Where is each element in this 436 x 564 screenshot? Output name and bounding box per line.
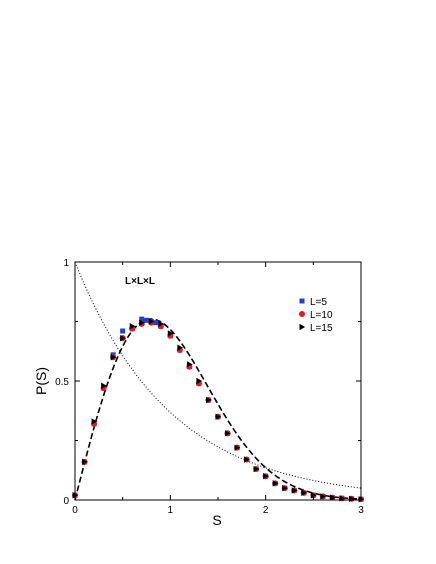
data-point	[101, 382, 107, 389]
data-point	[110, 354, 117, 361]
data-point	[82, 458, 88, 466]
data-point	[263, 473, 269, 480]
legend-marker	[299, 298, 305, 304]
data-point	[320, 493, 327, 500]
legend-label: L=10	[310, 310, 333, 321]
y-axis-label: P(S)	[33, 367, 49, 395]
x-tick-label: 2	[263, 505, 269, 516]
legend-label: L=5	[310, 297, 327, 308]
legend: L=5 L=10 L=15	[299, 297, 333, 334]
x-tick-label: 1	[168, 505, 174, 516]
reference-curves	[74, 261, 362, 501]
data-point	[177, 344, 184, 351]
data-point	[186, 361, 193, 368]
y-tick-label: 0	[63, 496, 69, 507]
poisson-curve	[74, 261, 362, 489]
data-point	[272, 480, 279, 487]
data-point	[329, 494, 336, 501]
legend-marker	[299, 311, 305, 317]
data-point	[225, 430, 231, 437]
data-point	[301, 489, 307, 497]
data-point	[120, 328, 126, 334]
legend-marker	[299, 323, 306, 331]
data-point	[291, 487, 298, 494]
data-point	[120, 334, 126, 342]
y-tick-label: 1	[63, 258, 69, 269]
x-axis-label: S	[212, 512, 221, 528]
data-point	[310, 492, 317, 499]
legend-label: L=15	[310, 323, 333, 334]
data-point	[234, 444, 241, 451]
data-point	[244, 456, 250, 463]
data-point	[91, 418, 98, 425]
x-tick-label: 3	[358, 505, 364, 516]
data-point	[282, 484, 288, 492]
data-point	[158, 320, 164, 328]
annotation-text: L×L×L	[125, 276, 155, 287]
data-point	[167, 330, 174, 337]
data-point	[148, 318, 155, 325]
y-tick-label: 0.5	[55, 377, 69, 388]
data-point	[196, 377, 203, 385]
axes: 0 1 2 3 0 0.5 1	[55, 258, 364, 516]
data-point	[139, 316, 145, 322]
data-point	[144, 317, 149, 323]
data-point	[129, 323, 136, 330]
data-point	[153, 320, 159, 326]
data-point	[215, 413, 222, 420]
data-point	[205, 396, 212, 404]
data-point	[253, 465, 260, 473]
x-tick-label: 0	[72, 505, 78, 516]
data-point	[139, 319, 145, 326]
